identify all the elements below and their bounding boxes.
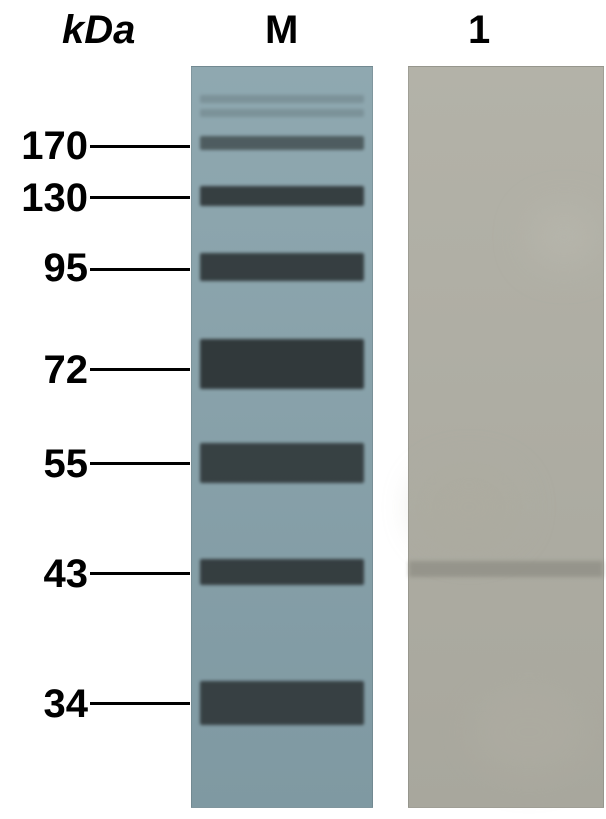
membrane-texture	[469, 687, 589, 777]
mw-tick-55	[90, 462, 190, 465]
mw-label-170: 170	[0, 124, 88, 169]
marker-band-0	[200, 136, 364, 150]
marker-band-8	[200, 681, 364, 725]
mw-label-95: 95	[20, 246, 88, 291]
marker-band-2	[200, 109, 364, 117]
mw-tick-34	[90, 702, 190, 705]
marker-band-6	[200, 443, 364, 483]
sample-band-0	[409, 561, 603, 577]
mw-label-72: 72	[20, 348, 88, 393]
lane-sample-1	[408, 66, 604, 808]
mw-tick-72	[90, 368, 190, 371]
mw-label-55: 55	[20, 442, 88, 487]
marker-band-4	[200, 253, 364, 281]
mw-tick-130	[90, 196, 190, 199]
mw-tick-95	[90, 268, 190, 271]
membrane-texture	[419, 467, 519, 547]
marker-band-1	[200, 95, 364, 103]
lane-1-header: 1	[468, 8, 490, 53]
mw-label-43: 43	[20, 552, 88, 597]
mw-label-34: 34	[20, 682, 88, 727]
mw-tick-43	[90, 572, 190, 575]
marker-band-3	[200, 186, 364, 206]
lane-marker	[191, 66, 373, 808]
marker-band-7	[200, 559, 364, 585]
mw-tick-170	[90, 145, 190, 148]
membrane-texture	[529, 207, 599, 267]
lane-m-header: M	[265, 8, 298, 53]
mw-label-130: 130	[0, 176, 88, 221]
marker-band-5	[200, 339, 364, 389]
unit-label: kDa	[62, 8, 135, 53]
